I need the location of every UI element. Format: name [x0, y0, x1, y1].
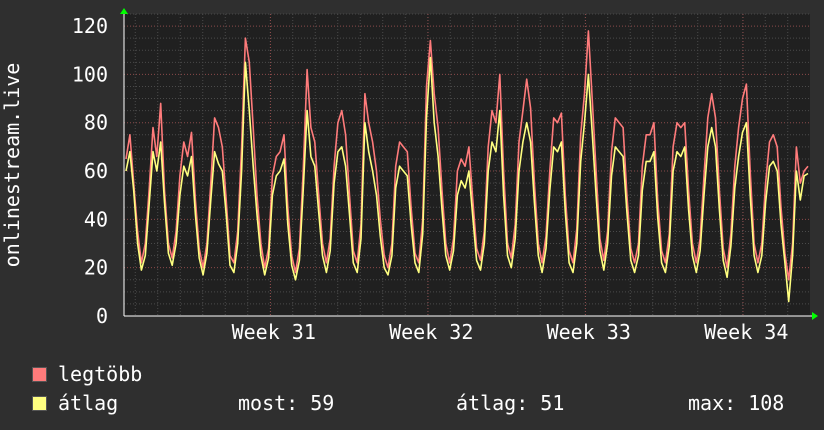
legend-max-swatch	[32, 367, 47, 382]
x-tick-labels: Week 31 Week 32 Week 33 Week 34	[232, 320, 789, 344]
y-tick-label: 120	[72, 14, 108, 38]
x-tick-label: Week 33	[547, 320, 631, 344]
legend-avg-swatch	[32, 396, 47, 411]
y-tick-label: 100	[72, 62, 108, 86]
stat-now: most: 59	[238, 391, 335, 415]
x-axis-arrow-icon	[812, 312, 818, 320]
y-axis-arrow-icon	[120, 8, 128, 14]
y-tick-label: 80	[84, 111, 108, 135]
series-group	[125, 30, 809, 303]
y-tick-label: 60	[84, 159, 108, 183]
x-tick-label: Week 31	[232, 320, 316, 344]
legend-avg-label: átlag	[58, 391, 119, 415]
stat-average: átlag: 51	[456, 391, 565, 415]
y-axis-label: onlinestream.live	[0, 63, 24, 268]
axes	[120, 8, 818, 320]
plot-background	[124, 14, 810, 316]
x-tick-label: Week 32	[389, 320, 473, 344]
stat-max: max: 108	[688, 391, 785, 415]
y-tick-label: 0	[96, 304, 108, 328]
series-line-max	[125, 30, 809, 281]
y-tick-label: 20	[84, 256, 108, 280]
legend-max-label: legtöbb	[58, 362, 143, 386]
grid	[124, 13, 810, 316]
y-tick-labels: 0 20 40 60 80 100 120	[72, 14, 108, 328]
y-tick-label: 40	[84, 207, 108, 231]
x-tick-label: Week 34	[704, 320, 788, 344]
series-line-average	[125, 56, 809, 303]
